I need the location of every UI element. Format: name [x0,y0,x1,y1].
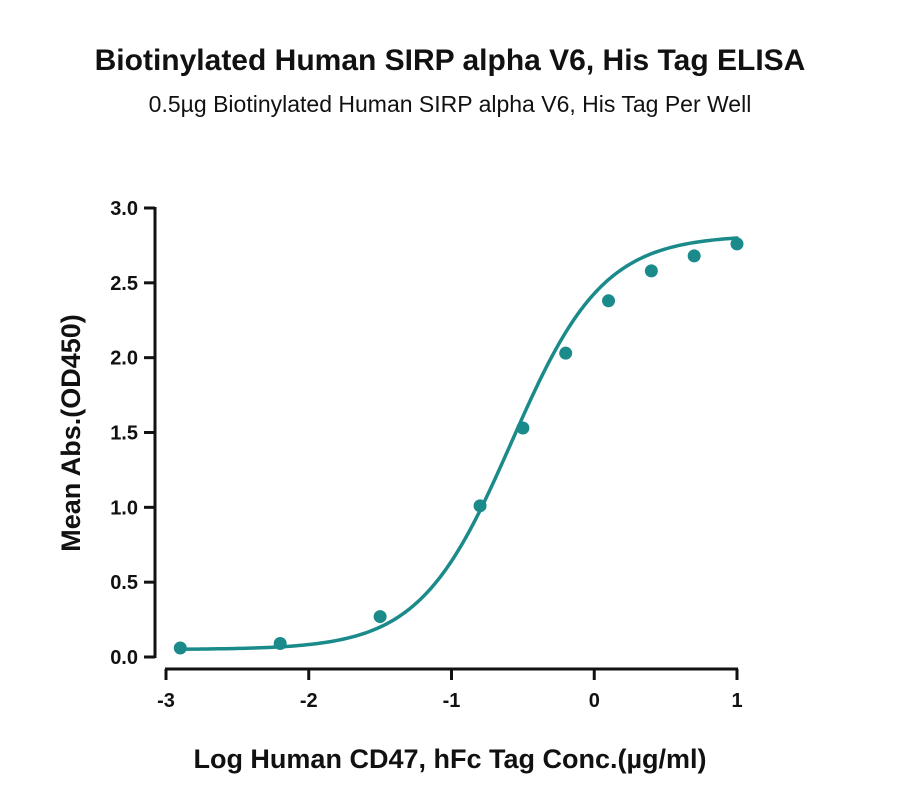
data-point [473,499,487,513]
x-tick-label: -2 [300,690,318,712]
data-point [602,294,616,308]
y-tick-label: 0.5 [110,572,138,594]
data-point [173,641,187,655]
x-axis-label: Log Human CD47, hFc Tag Conc.(µg/ml) [193,744,706,774]
plot-area: -3 -2 -1 0 1 0.0 0.5 1.0 1.5 2.0 2.5 3.0 [110,198,744,712]
data-points [173,237,744,655]
y-tick-label: 2.5 [110,273,138,295]
data-point [516,421,530,435]
data-point [687,249,701,263]
x-tick-label: 0 [589,690,600,712]
y-tick-label: 1.5 [110,423,138,445]
data-point [273,637,287,651]
x-tick-label: 1 [731,690,742,712]
x-axis-ticks: -3 -2 -1 0 1 [157,669,743,712]
y-axis-ticks: 0.0 0.5 1.0 1.5 2.0 2.5 3.0 [110,198,155,669]
data-point [559,346,573,360]
y-tick-label: 0.0 [110,647,138,669]
chart-title: Biotinylated Human SIRP alpha V6, His Ta… [95,44,806,77]
data-point [373,610,387,624]
fit-curve [178,236,739,651]
y-axis-label: Mean Abs.(OD450) [56,314,86,552]
y-tick-label: 3.0 [110,198,138,220]
data-point [730,237,744,251]
y-tick-label: 1.0 [110,497,138,519]
y-tick-label: 2.0 [110,348,138,370]
x-tick-label: -3 [157,690,175,712]
chart-subtitle: 0.5µg Biotinylated Human SIRP alpha V6, … [149,91,752,117]
data-point [644,264,658,278]
x-tick-label: -1 [443,690,461,712]
